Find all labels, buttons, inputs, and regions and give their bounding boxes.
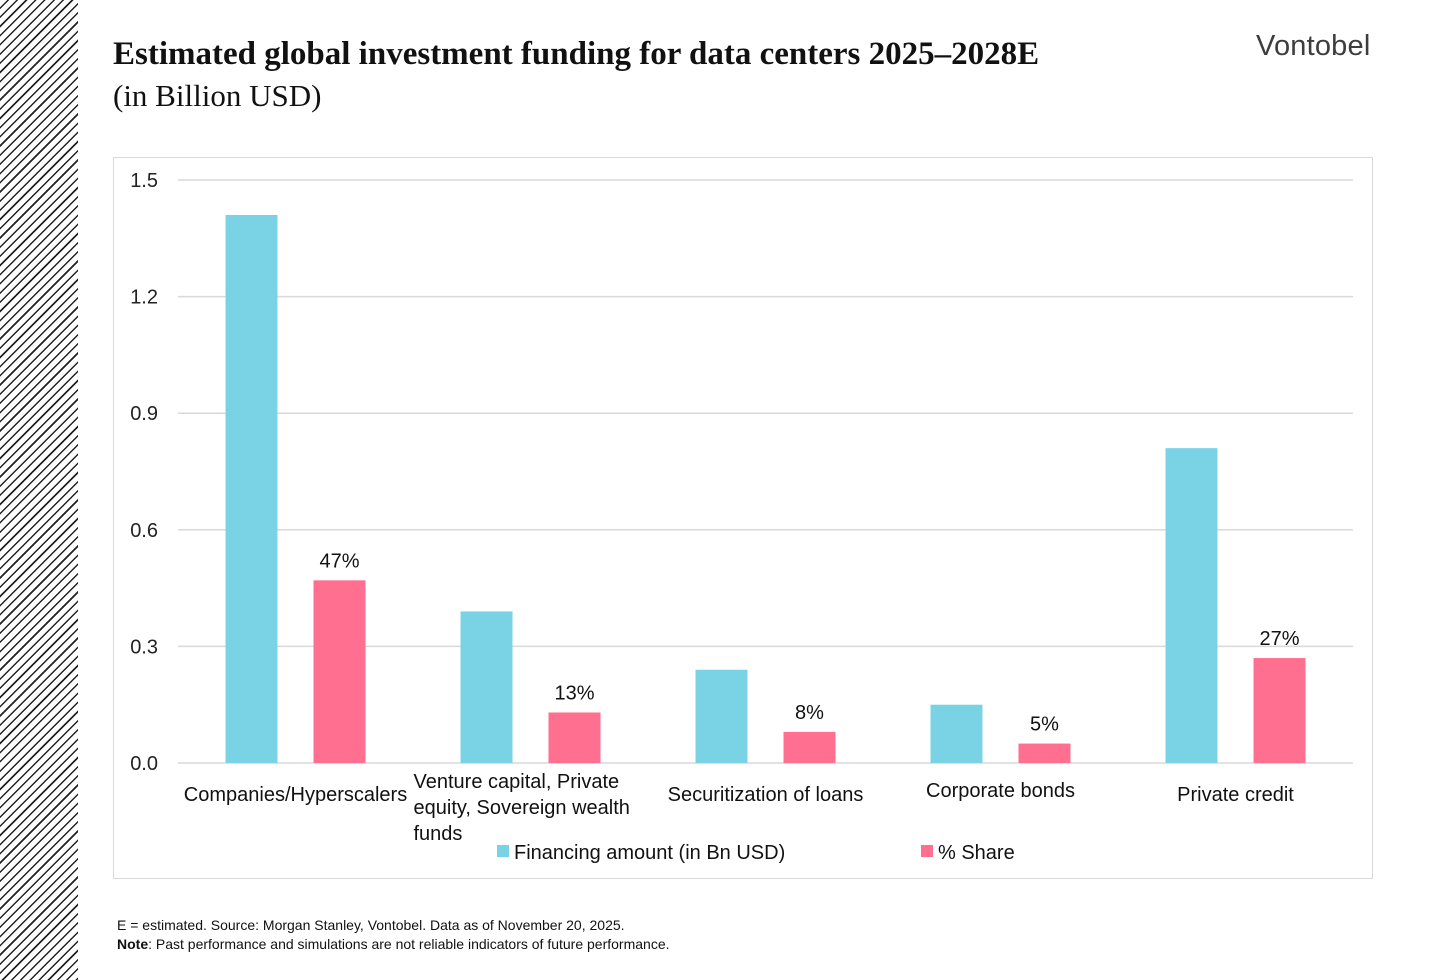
x-category-label: Securitization of loans	[668, 784, 864, 806]
data-label: 27%	[1259, 628, 1299, 650]
chart-title: Estimated global investment funding for …	[113, 36, 1040, 72]
data-label: 47%	[319, 550, 359, 572]
note-text: : Past performance and simulations are n…	[148, 936, 670, 952]
y-tick-label: 0.0	[130, 753, 158, 775]
chart-subtitle: (in Billion USD)	[113, 78, 322, 113]
x-category-label: Venture capital, Private equity, Sovereig…	[414, 771, 630, 845]
bar-share	[1018, 743, 1071, 763]
disclaimer-note: Note: Past performance and simulations a…	[117, 936, 670, 952]
legend-swatch-share	[921, 845, 933, 857]
legend-label: % Share	[938, 842, 1015, 864]
y-tick-label: 0.6	[130, 520, 158, 542]
bar-share	[1253, 658, 1306, 763]
chart-frame	[113, 157, 1373, 879]
x-category-label: Corporate bonds	[926, 780, 1075, 802]
y-tick-label: 1.5	[130, 170, 158, 192]
bar-financing-amount	[930, 704, 983, 763]
decorative-hatch-band	[0, 0, 78, 980]
bar-financing-amount	[695, 669, 748, 763]
source-note: E = estimated. Source: Morgan Stanley, V…	[117, 917, 625, 933]
bar-financing-amount	[460, 611, 513, 763]
y-tick-label: 1.2	[130, 287, 158, 309]
bar-share	[783, 731, 836, 763]
bar-financing-amount	[1165, 448, 1218, 763]
x-category-label: Companies/Hyperscalers	[184, 784, 407, 806]
bar-financing-amount	[225, 214, 278, 764]
legend-swatch-financing-amount	[497, 845, 509, 857]
note-label: Note	[117, 936, 149, 952]
y-tick-label: 0.3	[130, 636, 158, 658]
bar-share	[548, 712, 601, 763]
vontobel-logo: Vontobel	[1256, 30, 1371, 62]
data-label: 5%	[1030, 714, 1059, 736]
x-category-label: Private credit	[1177, 784, 1294, 806]
y-tick-label: 0.9	[130, 403, 158, 425]
data-label: 8%	[795, 702, 824, 724]
legend-label: Financing amount (in Bn USD)	[514, 842, 785, 864]
bar-share	[313, 580, 366, 763]
data-label: 13%	[554, 682, 594, 704]
